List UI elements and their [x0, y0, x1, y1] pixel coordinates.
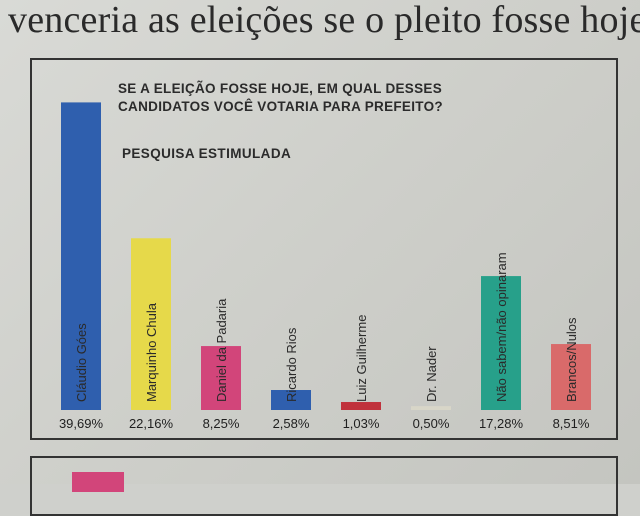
value-label: 2,58% — [273, 416, 310, 431]
category-label: Dr. Nader — [424, 346, 439, 402]
chart-title-line-1: SE A ELEIÇÃO FOSSE HOJE, EM QUAL DESSES — [118, 81, 443, 96]
chart-title: SE A ELEIÇÃO FOSSE HOJE, EM QUAL DESSES … — [118, 80, 443, 116]
headline: venceria as eleições se o pleito fosse h… — [8, 0, 640, 41]
bar — [341, 402, 381, 410]
value-label: 8,51% — [553, 416, 590, 431]
bar — [551, 344, 591, 410]
bar-chart: Cláudio Góes 39,69% Marquinho Chula 22,16% D… — [59, 102, 591, 431]
chart-frame — [30, 58, 618, 440]
category-label: Brancos/Nulos — [564, 317, 579, 402]
category-label: Ricardo Rios — [284, 327, 299, 402]
value-label: 0,50% — [413, 416, 450, 431]
bar — [61, 102, 101, 410]
value-label: 17,28% — [479, 416, 524, 431]
bar — [411, 406, 451, 410]
value-label: 1,03% — [343, 416, 380, 431]
bar — [481, 276, 521, 410]
category-label: Cláudio Góes — [74, 323, 89, 402]
next-chart-bar — [72, 472, 124, 492]
bar — [271, 390, 311, 410]
chart-subtitle: PESQUISA ESTIMULADA — [122, 146, 292, 161]
category-label: Marquinho Chula — [144, 302, 159, 402]
value-label: 8,25% — [203, 416, 240, 431]
chart-title-line-2: CANDIDATOS VOCÊ VOTARIA PARA PREFEITO? — [118, 99, 443, 114]
category-label: Não sabem/não opinaram — [494, 252, 509, 402]
bar — [131, 238, 171, 410]
category-label: Daniel da Padaria — [214, 298, 229, 402]
bar — [201, 346, 241, 410]
value-label: 39,69% — [59, 416, 104, 431]
value-label: 22,16% — [129, 416, 174, 431]
category-label: Luiz Guilherme — [354, 315, 369, 402]
